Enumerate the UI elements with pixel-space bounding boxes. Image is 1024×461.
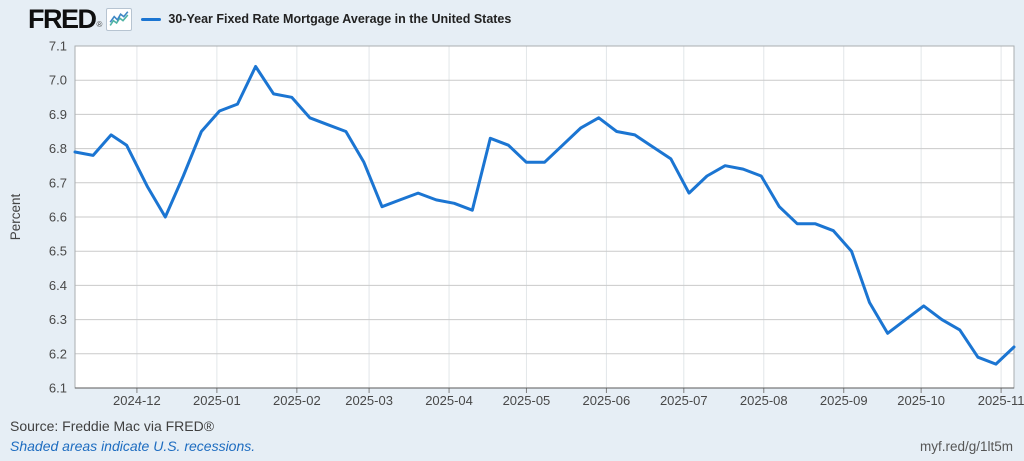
x-tick-label: 2025-03 — [345, 393, 393, 408]
y-tick-label: 6.7 — [49, 175, 67, 190]
x-tick-label: 2025-09 — [820, 393, 868, 408]
y-tick-label: 6.9 — [49, 107, 67, 122]
y-tick-label: 6.6 — [49, 210, 67, 225]
share-url-link[interactable]: myf.red/g/1lt5m — [919, 439, 1013, 454]
x-tick-label: 2024-12 — [113, 393, 161, 408]
y-tick-label: 6.4 — [49, 278, 67, 293]
legend: 30-Year Fixed Rate Mortgage Average in t… — [141, 12, 511, 26]
recession-note-link[interactable]: Shaded areas indicate U.S. recessions. — [10, 438, 256, 454]
y-tick-label: 7.0 — [49, 73, 67, 88]
x-tick-label: 2025-08 — [740, 393, 788, 408]
x-tick-label: 2025-01 — [193, 393, 241, 408]
legend-line-swatch — [141, 17, 162, 21]
source-note: Source: Freddie Mac via FRED® — [10, 418, 215, 434]
x-tick-label: 2025-06 — [583, 393, 631, 408]
y-tick-label: 6.3 — [49, 312, 67, 327]
x-tick-label: 2025-11 — [978, 393, 1024, 408]
chart-header: FRED ® 30-Year Fixed Rate Mortgage Avera… — [28, 5, 511, 33]
fred-logo-text: FRED — [28, 4, 97, 34]
fred-sparkline-icon — [106, 7, 133, 31]
y-tick-label: 6.1 — [49, 381, 67, 396]
x-tick-label: 2025-07 — [660, 393, 708, 408]
x-tick-label: 2025-05 — [503, 393, 551, 408]
x-tick-label: 2025-10 — [897, 393, 945, 408]
fred-logo[interactable]: FRED ® — [28, 4, 103, 34]
registered-mark: ® — [96, 20, 103, 29]
y-tick-label: 6.8 — [49, 141, 67, 156]
y-tick-label: 7.1 — [49, 39, 67, 54]
x-tick-label: 2025-02 — [273, 393, 321, 408]
x-tick-label: 2025-04 — [425, 393, 473, 408]
series-line — [73, 65, 1016, 366]
y-axis-title: Percent — [8, 193, 23, 240]
legend-series-label[interactable]: 30-Year Fixed Rate Mortgage Average in t… — [168, 12, 512, 26]
y-tick-label: 6.5 — [49, 244, 67, 259]
y-tick-label: 6.2 — [49, 346, 67, 361]
